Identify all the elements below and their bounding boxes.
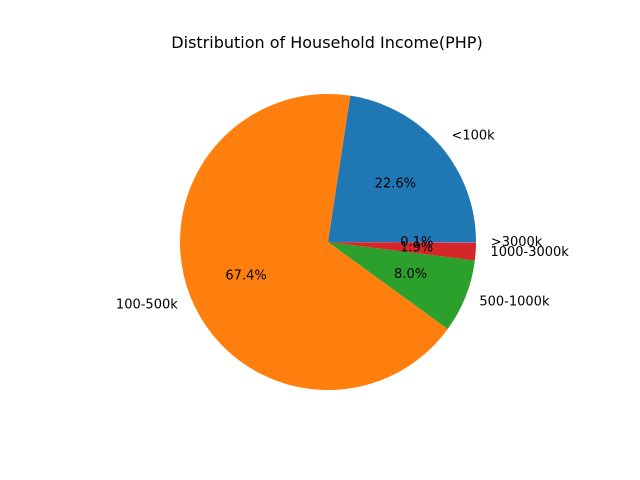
slice-pct-100k: 22.6% <box>375 177 416 192</box>
slice-label-1000-3000k: 1000-3000k <box>490 245 569 260</box>
slice-pct-3000k: 0.1% <box>400 235 433 250</box>
pie-slice-1000-3000k <box>328 242 476 261</box>
pie-slice-100-500k <box>179 93 448 390</box>
slice-pct-500-1000k: 8.0% <box>394 267 427 282</box>
pie-slice-3000k <box>328 242 476 243</box>
slice-pct-100-500k: 67.4% <box>225 269 266 284</box>
slice-label-500-1000k: 500-1000k <box>479 294 550 309</box>
slice-label-100-500k: 100-500k <box>116 297 178 312</box>
chart-title: Distribution of Household Income(PHP) <box>171 33 482 52</box>
slice-label-3000k: >3000k <box>491 235 543 250</box>
pie-labels: <100k 22.6% 100-500k 67.4% 500-1000k 8.0% 1000… <box>116 128 569 312</box>
pie-slice-500-1000k <box>328 242 475 329</box>
slice-label-100k: <100k <box>451 128 495 143</box>
pie-slice-100k <box>328 95 476 243</box>
slice-pct-1000-3000k: 1.9% <box>400 240 433 255</box>
pie-slices <box>179 93 476 390</box>
